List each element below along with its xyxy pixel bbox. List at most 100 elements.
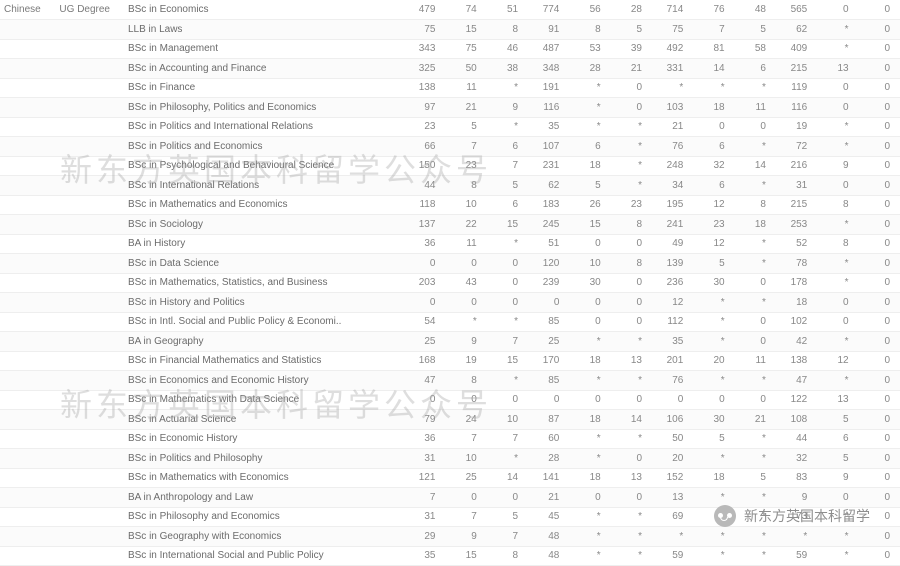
value-cell: 47 bbox=[776, 371, 817, 391]
value-cell: 9 bbox=[445, 332, 486, 352]
value-cell: 62 bbox=[776, 20, 817, 40]
value-cell: 0 bbox=[859, 20, 900, 40]
value-cell: * bbox=[569, 527, 610, 547]
value-cell: 56 bbox=[569, 0, 610, 20]
value-cell: 31 bbox=[404, 507, 445, 527]
value-cell: 11 bbox=[445, 78, 486, 98]
value-cell: * bbox=[569, 371, 610, 391]
value-cell: 0 bbox=[859, 39, 900, 59]
value-cell: 23 bbox=[404, 117, 445, 137]
table-body: ChineseUG DegreeBSc in Economics47974517… bbox=[0, 0, 900, 566]
programme-cell: BSc in Data Science bbox=[124, 254, 404, 274]
value-cell: 0 bbox=[404, 293, 445, 313]
value-cell: 51 bbox=[528, 234, 569, 254]
value-cell: 0 bbox=[859, 351, 900, 371]
value-cell: 0 bbox=[859, 234, 900, 254]
value-cell: 106 bbox=[652, 410, 693, 430]
value-cell: 0 bbox=[859, 176, 900, 196]
value-cell: 52 bbox=[776, 234, 817, 254]
programme-cell: BSc in Politics and Economics bbox=[124, 137, 404, 157]
value-cell: * bbox=[735, 429, 776, 449]
value-cell: 36 bbox=[404, 429, 445, 449]
programme-cell: BSc in Mathematics with Economics bbox=[124, 468, 404, 488]
programme-cell: BSc in Intl. Social and Public Policy & … bbox=[124, 312, 404, 332]
programme-cell: BSc in Philosophy, Politics and Economic… bbox=[124, 98, 404, 118]
value-cell: 10 bbox=[487, 410, 528, 430]
table-row: BSc in Mathematics and Economics11810618… bbox=[0, 195, 900, 215]
value-cell: 0 bbox=[735, 390, 776, 410]
value-cell: 5 bbox=[735, 468, 776, 488]
value-cell: 0 bbox=[859, 254, 900, 274]
table-row: BSc in Politics and Economics66761076*76… bbox=[0, 137, 900, 157]
value-cell: 5 bbox=[611, 20, 652, 40]
value-cell: 0 bbox=[445, 293, 486, 313]
value-cell: 7 bbox=[445, 507, 486, 527]
table-row: BSc in Management34375464875339492815840… bbox=[0, 39, 900, 59]
value-cell: 138 bbox=[404, 78, 445, 98]
value-cell: 30 bbox=[693, 273, 734, 293]
degree-level-cell bbox=[55, 78, 124, 98]
value-cell: * bbox=[569, 449, 610, 469]
degree-level-cell bbox=[55, 39, 124, 59]
value-cell: 21 bbox=[611, 59, 652, 79]
value-cell: 9 bbox=[445, 527, 486, 547]
value-cell: 0 bbox=[859, 507, 900, 527]
value-cell: 9 bbox=[776, 488, 817, 508]
value-cell: * bbox=[569, 429, 610, 449]
programme-cell: BSc in Actuarial Science bbox=[124, 410, 404, 430]
value-cell: 0 bbox=[859, 410, 900, 430]
value-cell: 79 bbox=[404, 410, 445, 430]
value-cell: 66 bbox=[404, 137, 445, 157]
value-cell: 253 bbox=[776, 215, 817, 235]
value-cell: 21 bbox=[652, 117, 693, 137]
value-cell: * bbox=[735, 137, 776, 157]
degree-level-cell: UG Degree bbox=[55, 0, 124, 20]
value-cell: 241 bbox=[652, 215, 693, 235]
value-cell: * bbox=[693, 527, 734, 547]
value-cell: 7 bbox=[487, 332, 528, 352]
table-row: BSc in Economics and Economic History478… bbox=[0, 371, 900, 391]
value-cell: * bbox=[735, 449, 776, 469]
table-row: BA in Anthropology and Law700210013**900 bbox=[0, 488, 900, 508]
programme-cell: BSc in Economic History bbox=[124, 429, 404, 449]
nationality-cell bbox=[0, 449, 55, 469]
table-row: BA in History3611*51004912*5280 bbox=[0, 234, 900, 254]
value-cell: 0 bbox=[859, 98, 900, 118]
value-cell: * bbox=[817, 254, 858, 274]
degree-level-cell bbox=[55, 195, 124, 215]
value-cell: 5 bbox=[693, 429, 734, 449]
programme-cell: BSc in International Social and Public P… bbox=[124, 546, 404, 566]
table-row: BSc in Accounting and Finance32550383482… bbox=[0, 59, 900, 79]
value-cell: 0 bbox=[735, 117, 776, 137]
value-cell: 35 bbox=[652, 332, 693, 352]
value-cell: 714 bbox=[652, 0, 693, 20]
value-cell: 62 bbox=[528, 176, 569, 196]
value-cell: 116 bbox=[528, 98, 569, 118]
value-cell: 35 bbox=[404, 546, 445, 566]
nationality-cell bbox=[0, 468, 55, 488]
value-cell: 119 bbox=[776, 78, 817, 98]
programme-cell: BSc in Psychological and Behavioural Sci… bbox=[124, 156, 404, 176]
value-cell: 0 bbox=[817, 0, 858, 20]
value-cell: * bbox=[776, 527, 817, 547]
value-cell: 0 bbox=[859, 0, 900, 20]
degree-level-cell bbox=[55, 429, 124, 449]
programme-cell: BSc in Mathematics, Statistics, and Busi… bbox=[124, 273, 404, 293]
value-cell: 137 bbox=[404, 215, 445, 235]
value-cell: 32 bbox=[776, 449, 817, 469]
value-cell: 0 bbox=[404, 390, 445, 410]
value-cell: 36 bbox=[404, 234, 445, 254]
value-cell: 0 bbox=[611, 293, 652, 313]
value-cell: 0 bbox=[859, 546, 900, 566]
value-cell: 44 bbox=[776, 429, 817, 449]
value-cell: 0 bbox=[487, 273, 528, 293]
table-row: BSc in Actuarial Science7924108718141063… bbox=[0, 410, 900, 430]
value-cell: 215 bbox=[776, 59, 817, 79]
value-cell: 15 bbox=[487, 351, 528, 371]
value-cell: 44 bbox=[404, 176, 445, 196]
value-cell: 7 bbox=[693, 20, 734, 40]
table-row: BSc in International Relations4485625*34… bbox=[0, 176, 900, 196]
programme-cell: BSc in Sociology bbox=[124, 215, 404, 235]
value-cell: 9 bbox=[817, 468, 858, 488]
value-cell: 112 bbox=[652, 312, 693, 332]
